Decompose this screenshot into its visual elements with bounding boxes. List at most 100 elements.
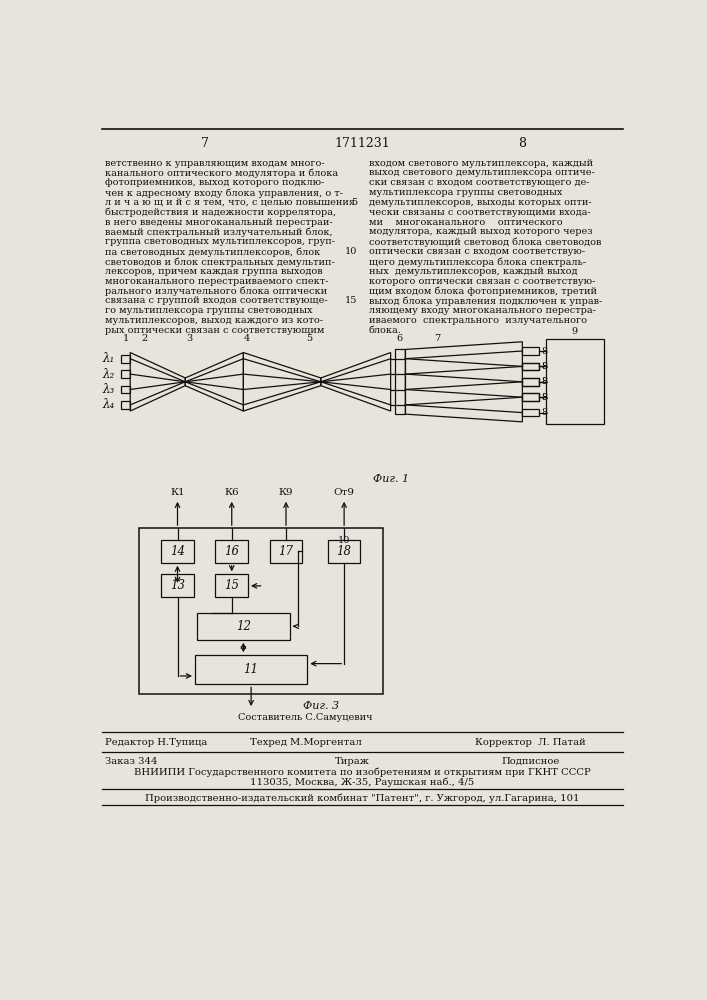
Text: входом светового мультиплексора, каждый: входом светового мультиплексора, каждый <box>369 158 593 167</box>
Bar <box>522 347 539 355</box>
Text: 3: 3 <box>186 334 192 343</box>
Text: рых оптически связан с соответствующим: рых оптически связан с соответствующим <box>105 326 325 335</box>
Bar <box>216 540 248 563</box>
Text: ных  демультиплексоров, каждый выход: ных демультиплексоров, каждый выход <box>369 267 578 276</box>
Text: 8: 8 <box>541 347 547 356</box>
Text: 1: 1 <box>122 334 129 343</box>
Text: па световодных демультиплексоров, блок: па световодных демультиплексоров, блок <box>105 247 321 257</box>
Text: модулятора, каждый выход которого через: модулятора, каждый выход которого через <box>369 227 592 236</box>
Text: 5: 5 <box>351 198 357 207</box>
Text: го мультиплексора группы световодных: го мультиплексора группы световодных <box>105 306 313 315</box>
Text: 8: 8 <box>541 393 547 402</box>
Text: 14: 14 <box>170 545 185 558</box>
Text: 15: 15 <box>224 579 239 592</box>
Text: соответствующий световод блока световодов: соответствующий световод блока световодо… <box>369 237 601 247</box>
Text: в него введены многоканальный перестраи-: в него введены многоканальный перестраи- <box>105 218 333 227</box>
Text: Заказ 344: Заказ 344 <box>105 757 158 766</box>
Bar <box>522 363 539 370</box>
Text: λ₂: λ₂ <box>103 368 115 381</box>
Bar <box>197 613 290 640</box>
Text: ляющему входу многоканального перестра-: ляющему входу многоканального перестра- <box>369 306 596 315</box>
Text: щего демультиплексора блока спектраль-: щего демультиплексора блока спектраль- <box>369 257 586 267</box>
Text: Производственно-издательский комбинат "Патент", г. Ужгород, ул.Гагарина, 101: Производственно-издательский комбинат "П… <box>145 794 579 803</box>
Text: Редактор Н.Тупица: Редактор Н.Тупица <box>105 738 208 747</box>
Text: связана с группой входов соответствующе-: связана с группой входов соответствующе- <box>105 296 328 305</box>
Text: 7: 7 <box>434 334 440 343</box>
Text: ски связан с входом соответствующего де-: ски связан с входом соответствующего де- <box>369 178 590 187</box>
Text: 17: 17 <box>279 545 293 558</box>
Bar <box>270 540 303 563</box>
Text: блока.: блока. <box>369 326 402 335</box>
Bar <box>522 409 539 416</box>
Text: 113035, Москва, Ж-35, Раушская наб., 4/5: 113035, Москва, Ж-35, Раушская наб., 4/5 <box>250 778 474 787</box>
Text: 18: 18 <box>337 545 351 558</box>
Bar <box>546 339 604 424</box>
Text: канального оптического модулятора и блока: канального оптического модулятора и блок… <box>105 168 339 178</box>
Text: 8: 8 <box>541 377 547 386</box>
Text: иваемого  спектрального  излучательного: иваемого спектрального излучательного <box>369 316 587 325</box>
Text: световодов и блок спектральных демультип-: световодов и блок спектральных демультип… <box>105 257 335 267</box>
Text: К6: К6 <box>224 488 239 497</box>
Text: 8: 8 <box>541 362 547 371</box>
Text: выход светового демультиплексора оптиче-: выход светового демультиплексора оптиче- <box>369 168 595 177</box>
Text: 15: 15 <box>345 296 357 305</box>
Text: лексоров, причем каждая группа выходов: лексоров, причем каждая группа выходов <box>105 267 323 276</box>
Text: которого оптически связан с соответствую-: которого оптически связан с соответствую… <box>369 277 595 286</box>
Text: л и ч а ю щ и й с я тем, что, с целью повышения: л и ч а ю щ и й с я тем, что, с целью по… <box>105 198 356 207</box>
Text: 10: 10 <box>345 247 357 256</box>
Bar <box>522 393 539 401</box>
Text: λ₄: λ₄ <box>103 398 115 411</box>
Text: 12: 12 <box>236 620 251 633</box>
Text: демультиплексоров, выходы которых опти-: демультиплексоров, выходы которых опти- <box>369 198 592 207</box>
Text: 6: 6 <box>397 334 403 343</box>
Bar <box>522 378 539 386</box>
Bar <box>216 574 248 597</box>
Bar <box>121 355 130 363</box>
Text: От9: От9 <box>334 488 355 497</box>
Text: рального излучательного блока оптически: рального излучательного блока оптически <box>105 287 327 296</box>
Text: Фиг. 3: Фиг. 3 <box>303 701 339 711</box>
Text: мультиплексора группы световодных: мультиплексора группы световодных <box>369 188 562 197</box>
Text: 2: 2 <box>141 334 147 343</box>
Bar <box>121 386 130 393</box>
Text: 7: 7 <box>201 137 209 150</box>
Bar <box>522 378 539 386</box>
Text: 10: 10 <box>338 536 350 545</box>
Text: 16: 16 <box>224 545 239 558</box>
Text: оптически связан с входом соответствую-: оптически связан с входом соответствую- <box>369 247 585 256</box>
Text: Техред М.Моргентал: Техред М.Моргентал <box>250 738 361 747</box>
Text: выход блока управления подключен к управ-: выход блока управления подключен к управ… <box>369 296 602 306</box>
Bar <box>121 401 130 409</box>
Text: 11: 11 <box>244 663 259 676</box>
Text: чески связаны с соответствующими входа-: чески связаны с соответствующими входа- <box>369 208 590 217</box>
Text: 9: 9 <box>572 327 578 336</box>
Text: λ₁: λ₁ <box>103 352 115 365</box>
Text: 8: 8 <box>541 393 547 402</box>
Bar <box>522 363 539 370</box>
Bar <box>139 528 383 694</box>
Text: мультиплексоров, выход каждого из кото-: мультиплексоров, выход каждого из кото- <box>105 316 323 325</box>
Bar <box>161 540 194 563</box>
Bar <box>395 349 405 414</box>
Text: 13: 13 <box>170 579 185 592</box>
Text: группа световодных мультиплексоров, груп-: группа световодных мультиплексоров, груп… <box>105 237 335 246</box>
Text: ваемый спектральный излучательный блок,: ваемый спектральный излучательный блок, <box>105 227 333 237</box>
Text: Корректор  Л. Патай: Корректор Л. Патай <box>474 738 585 747</box>
Text: фотоприемников, выход которого подклю-: фотоприемников, выход которого подклю- <box>105 178 325 187</box>
Text: λ₃: λ₃ <box>103 383 115 396</box>
Text: щим входом блока фотоприемников, третий: щим входом блока фотоприемников, третий <box>369 287 597 296</box>
Text: ВНИИПИ Государственного комитета по изобретениям и открытиям при ГКНТ СССР: ВНИИПИ Государственного комитета по изоб… <box>134 768 590 777</box>
Text: многоканального перестраиваемого спект-: многоканального перестраиваемого спект- <box>105 277 329 286</box>
Bar <box>195 655 308 684</box>
Text: ветственно к управляющим входам много-: ветственно к управляющим входам много- <box>105 158 325 167</box>
Text: К1: К1 <box>170 488 185 497</box>
Bar <box>522 393 539 401</box>
Text: 8: 8 <box>541 408 547 417</box>
Text: Подписное: Подписное <box>501 757 559 766</box>
Text: 4: 4 <box>244 334 250 343</box>
Bar <box>121 370 130 378</box>
Bar <box>161 574 194 597</box>
Text: К9: К9 <box>279 488 293 497</box>
Text: Фиг. 1: Фиг. 1 <box>373 474 409 484</box>
Text: 8: 8 <box>541 362 547 371</box>
